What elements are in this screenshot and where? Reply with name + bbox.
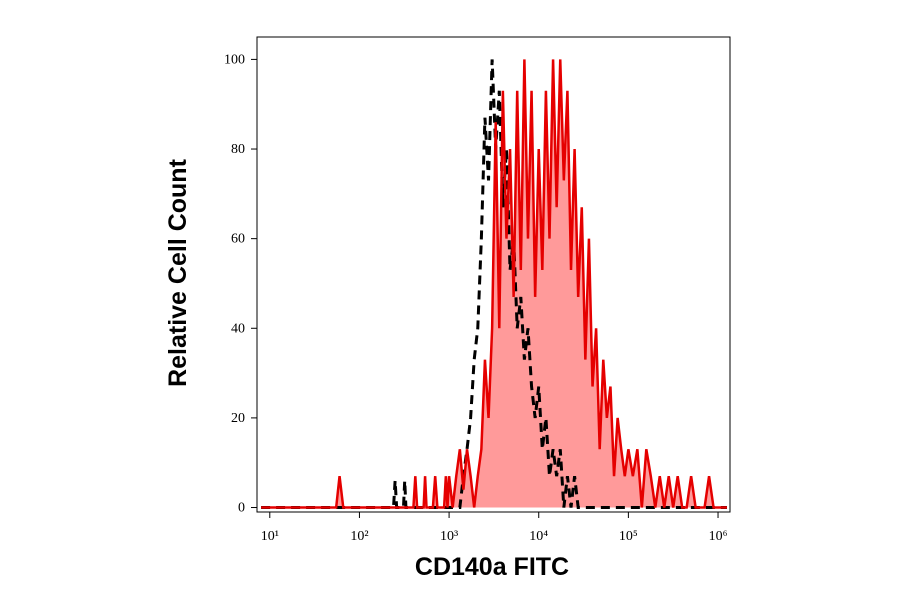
y-tick-label: 100 <box>224 52 245 67</box>
y-tick-label: 0 <box>238 501 245 516</box>
x-axis-label: CD140a FITC <box>415 553 569 581</box>
y-tick-label: 80 <box>231 142 245 157</box>
x-tick-label: 10⁴ <box>529 529 548 544</box>
histogram-line <box>261 59 727 509</box>
y-tick-label: 60 <box>231 232 245 247</box>
y-axis-label: Relative Cell Count <box>164 158 192 386</box>
plot-frame <box>256 36 731 513</box>
x-tick-label: 10¹ <box>261 529 279 544</box>
x-tick-label: 10³ <box>440 529 458 544</box>
plot-area <box>261 59 727 510</box>
x-tick-label: 10⁶ <box>709 529 728 544</box>
x-tick-label: 10⁵ <box>619 529 638 544</box>
x-tick-label: 10² <box>350 529 368 544</box>
y-tick-label: 20 <box>231 411 245 426</box>
y-tick-label: 40 <box>231 321 245 336</box>
